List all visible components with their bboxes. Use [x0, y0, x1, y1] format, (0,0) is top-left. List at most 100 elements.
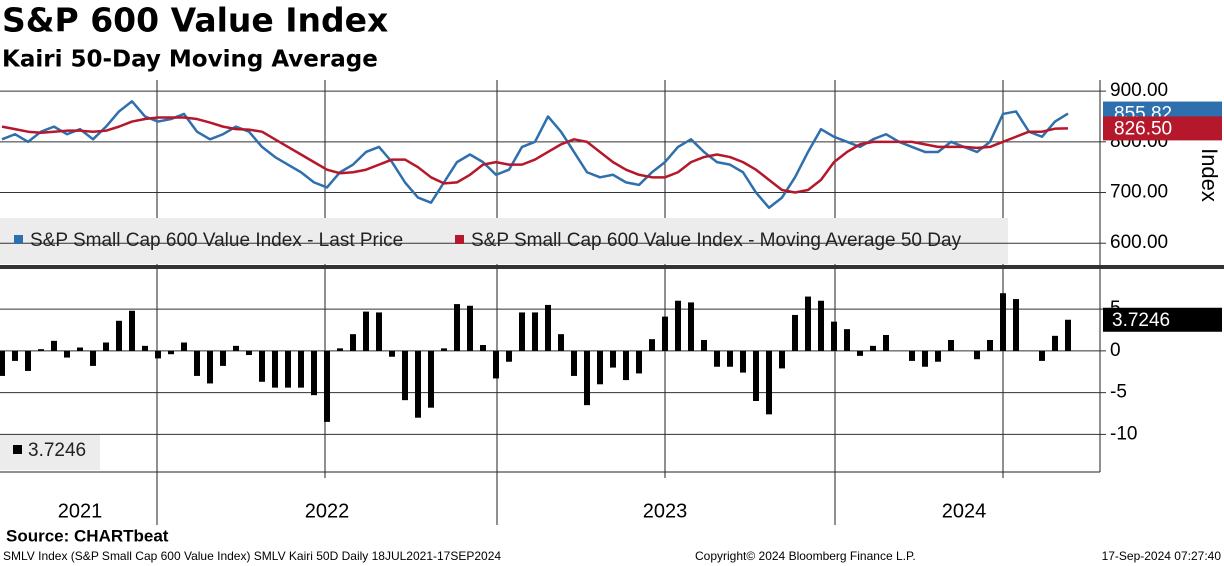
- bar: [571, 350, 577, 376]
- x-tick-label: 2021: [58, 500, 103, 522]
- bar: [376, 312, 382, 351]
- bar: [12, 350, 18, 361]
- bar: [857, 350, 863, 356]
- bar: [597, 350, 603, 385]
- bar: [740, 350, 746, 373]
- bar: [675, 300, 681, 351]
- bar: [623, 350, 629, 381]
- bar: [389, 350, 395, 357]
- bar: [311, 350, 317, 396]
- bar: [298, 350, 304, 388]
- source: Source: CHARTbeat: [6, 526, 169, 545]
- bar: [701, 340, 707, 351]
- y-tick-label: 0: [1110, 340, 1121, 361]
- bar: [246, 350, 252, 356]
- bar: [129, 310, 135, 351]
- bar: [181, 342, 187, 351]
- bar: [519, 312, 525, 351]
- last-value-box: [1103, 307, 1222, 332]
- bar: [51, 340, 57, 351]
- bar: [844, 329, 850, 351]
- bar: [649, 339, 655, 351]
- bar: [909, 350, 915, 361]
- bar: [220, 350, 226, 366]
- bar: [285, 350, 291, 388]
- bar: [324, 350, 330, 422]
- legend-swatch: [455, 235, 464, 244]
- layout-lines: [0, 80, 1101, 525]
- bar: [38, 349, 44, 351]
- y-tick-label: 900.00: [1110, 80, 1168, 101]
- bar: [870, 345, 876, 351]
- footer-right: 17-Sep-2024 07:27:40: [1102, 549, 1222, 563]
- bar: [64, 350, 70, 358]
- bar: [506, 350, 512, 362]
- bar: [194, 350, 200, 376]
- last-value-box: [1103, 116, 1222, 141]
- bar: [142, 345, 148, 351]
- legend-label: S&P Small Cap 600 Value Index - Moving A…: [471, 230, 962, 251]
- y-tick-label: 600.00: [1110, 232, 1168, 253]
- bar: [207, 350, 213, 384]
- bar: [350, 334, 356, 351]
- bar: [480, 345, 486, 351]
- chart-title: S&P 600 Value Index: [2, 1, 388, 40]
- bar: [688, 302, 694, 351]
- bar: [727, 350, 733, 367]
- bar: [779, 350, 785, 369]
- bar: [467, 305, 473, 351]
- bar: [610, 350, 616, 368]
- bar: [272, 350, 278, 388]
- y-axis-label: Index: [1197, 148, 1222, 202]
- bar: [805, 296, 811, 351]
- bar: [116, 320, 122, 351]
- bar: [792, 314, 798, 351]
- bar: [545, 304, 551, 351]
- bar: [454, 304, 460, 351]
- y-tick-label: 700.00: [1110, 182, 1168, 203]
- bar: [753, 350, 759, 401]
- bar: [558, 334, 564, 351]
- legend-label: S&P Small Cap 600 Value Index - Last Pri…: [30, 230, 403, 251]
- bar: [259, 350, 265, 382]
- legend-label: 3.7246: [28, 440, 86, 461]
- bar: [584, 350, 590, 406]
- bar: [337, 348, 343, 351]
- bar: [935, 350, 941, 362]
- x-tick-label: 2023: [643, 500, 688, 522]
- bar: [155, 350, 161, 359]
- bar: [1039, 350, 1045, 361]
- bar: [662, 316, 668, 351]
- footer-left: SMLV Index (S&P Small Cap 600 Value Inde…: [3, 549, 501, 563]
- bar: [77, 347, 83, 351]
- bar: [415, 350, 421, 418]
- bar: [922, 350, 928, 367]
- bar: [233, 345, 239, 351]
- bar: [493, 350, 499, 379]
- bar: [948, 340, 954, 351]
- price-line: [1, 116, 1069, 194]
- legend-swatch: [13, 445, 22, 454]
- bar: [714, 350, 720, 367]
- bar: [831, 321, 837, 351]
- bar: [1052, 335, 1058, 351]
- bar: [0, 350, 5, 376]
- bar: [883, 334, 889, 351]
- bar: [974, 350, 980, 360]
- bar: [818, 300, 824, 351]
- bar: [168, 350, 174, 355]
- y-tick-label: -5: [1110, 382, 1127, 403]
- panel-divider: [0, 265, 1224, 269]
- bar: [1065, 319, 1071, 351]
- bar: [532, 312, 538, 351]
- bar: [987, 340, 993, 351]
- x-tick-label: 2022: [305, 500, 350, 522]
- bar: [90, 350, 96, 366]
- bar: [441, 348, 447, 351]
- y-tick-label: -10: [1110, 423, 1137, 444]
- last-value-label: 3.7246: [1112, 310, 1170, 331]
- footer-center: Copyright© 2024 Bloomberg Finance L.P.: [695, 549, 916, 563]
- x-tick-label: 2024: [942, 500, 987, 522]
- legend-swatch: [14, 235, 23, 244]
- bar: [766, 350, 772, 415]
